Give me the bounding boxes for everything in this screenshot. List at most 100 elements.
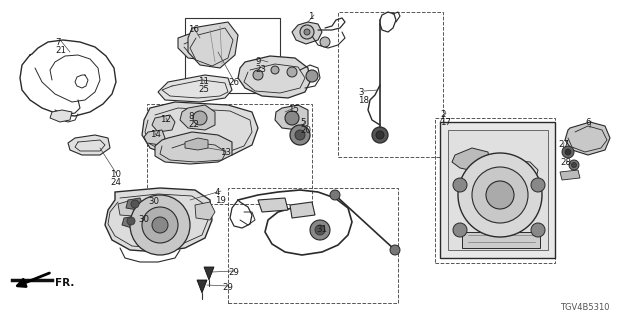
Text: 30: 30 xyxy=(138,215,149,224)
Text: 8: 8 xyxy=(188,112,193,121)
Text: 29: 29 xyxy=(222,283,233,292)
Circle shape xyxy=(562,146,574,158)
Text: 22: 22 xyxy=(188,120,199,129)
Circle shape xyxy=(315,225,325,235)
Polygon shape xyxy=(105,188,212,252)
Text: 3: 3 xyxy=(358,88,364,97)
Polygon shape xyxy=(565,122,610,155)
Text: 20: 20 xyxy=(300,126,311,135)
Circle shape xyxy=(271,66,279,74)
Polygon shape xyxy=(144,130,165,145)
Polygon shape xyxy=(118,200,138,216)
Text: 4: 4 xyxy=(215,188,221,197)
Polygon shape xyxy=(290,202,315,218)
Circle shape xyxy=(330,190,340,200)
Circle shape xyxy=(572,163,577,167)
Circle shape xyxy=(287,67,297,77)
Polygon shape xyxy=(155,132,232,164)
Circle shape xyxy=(531,178,545,192)
Polygon shape xyxy=(195,202,215,220)
Polygon shape xyxy=(158,75,232,102)
Circle shape xyxy=(131,200,139,208)
Text: 14: 14 xyxy=(150,130,161,139)
Text: 7: 7 xyxy=(55,38,61,47)
Polygon shape xyxy=(126,198,143,210)
Text: 16: 16 xyxy=(188,25,199,34)
Bar xyxy=(185,18,280,93)
Bar xyxy=(147,104,312,204)
Text: 17: 17 xyxy=(440,118,451,127)
Circle shape xyxy=(285,111,299,125)
Text: 6: 6 xyxy=(585,118,591,127)
Circle shape xyxy=(295,130,305,140)
Text: 27: 27 xyxy=(558,140,569,149)
Circle shape xyxy=(320,37,330,47)
Text: 2: 2 xyxy=(440,110,445,119)
Circle shape xyxy=(300,25,314,39)
Circle shape xyxy=(565,149,571,155)
Polygon shape xyxy=(560,170,580,180)
Polygon shape xyxy=(50,110,72,122)
Polygon shape xyxy=(188,22,238,68)
Circle shape xyxy=(142,207,178,243)
Text: 29: 29 xyxy=(228,268,239,277)
Polygon shape xyxy=(275,105,308,130)
Circle shape xyxy=(310,220,330,240)
Text: 5: 5 xyxy=(300,118,305,127)
Bar xyxy=(435,118,555,263)
Text: 30: 30 xyxy=(148,197,159,206)
Text: 21: 21 xyxy=(55,46,66,55)
Text: 31: 31 xyxy=(316,225,327,234)
Polygon shape xyxy=(68,135,110,155)
Polygon shape xyxy=(142,102,258,158)
Circle shape xyxy=(486,181,514,209)
Circle shape xyxy=(390,245,400,255)
Text: 1: 1 xyxy=(308,12,314,21)
Text: 25: 25 xyxy=(198,85,209,94)
Text: 15: 15 xyxy=(288,105,299,114)
Polygon shape xyxy=(122,216,138,228)
Polygon shape xyxy=(292,22,322,44)
Polygon shape xyxy=(258,198,288,212)
Polygon shape xyxy=(204,267,214,280)
Polygon shape xyxy=(152,115,175,132)
Circle shape xyxy=(569,160,579,170)
Text: 23: 23 xyxy=(255,65,266,74)
Text: 24: 24 xyxy=(110,178,121,187)
Text: 13: 13 xyxy=(220,148,231,157)
Text: 19: 19 xyxy=(215,196,226,205)
Text: 28: 28 xyxy=(560,158,571,167)
Text: 26: 26 xyxy=(228,78,239,87)
Circle shape xyxy=(472,167,528,223)
Text: 10: 10 xyxy=(110,170,121,179)
Bar xyxy=(338,12,443,157)
Circle shape xyxy=(290,125,310,145)
Circle shape xyxy=(531,223,545,237)
Polygon shape xyxy=(180,105,215,130)
Polygon shape xyxy=(448,130,548,250)
Polygon shape xyxy=(440,122,555,258)
Circle shape xyxy=(453,178,467,192)
Circle shape xyxy=(372,127,388,143)
Circle shape xyxy=(458,153,542,237)
Circle shape xyxy=(193,111,207,125)
Circle shape xyxy=(127,217,135,225)
Polygon shape xyxy=(197,280,207,293)
Polygon shape xyxy=(238,56,310,98)
Text: FR.: FR. xyxy=(55,278,74,288)
Circle shape xyxy=(304,29,310,35)
Text: 9: 9 xyxy=(255,57,260,66)
Polygon shape xyxy=(178,30,222,60)
Polygon shape xyxy=(462,232,540,248)
Polygon shape xyxy=(185,138,208,150)
Text: 18: 18 xyxy=(358,96,369,105)
Bar xyxy=(228,188,398,303)
Circle shape xyxy=(453,223,467,237)
Circle shape xyxy=(130,195,190,255)
Circle shape xyxy=(306,70,318,82)
Polygon shape xyxy=(452,148,490,172)
Circle shape xyxy=(152,217,168,233)
Text: 12: 12 xyxy=(160,115,171,124)
Text: 11: 11 xyxy=(198,77,209,86)
Text: TGV4B5310: TGV4B5310 xyxy=(561,303,610,312)
